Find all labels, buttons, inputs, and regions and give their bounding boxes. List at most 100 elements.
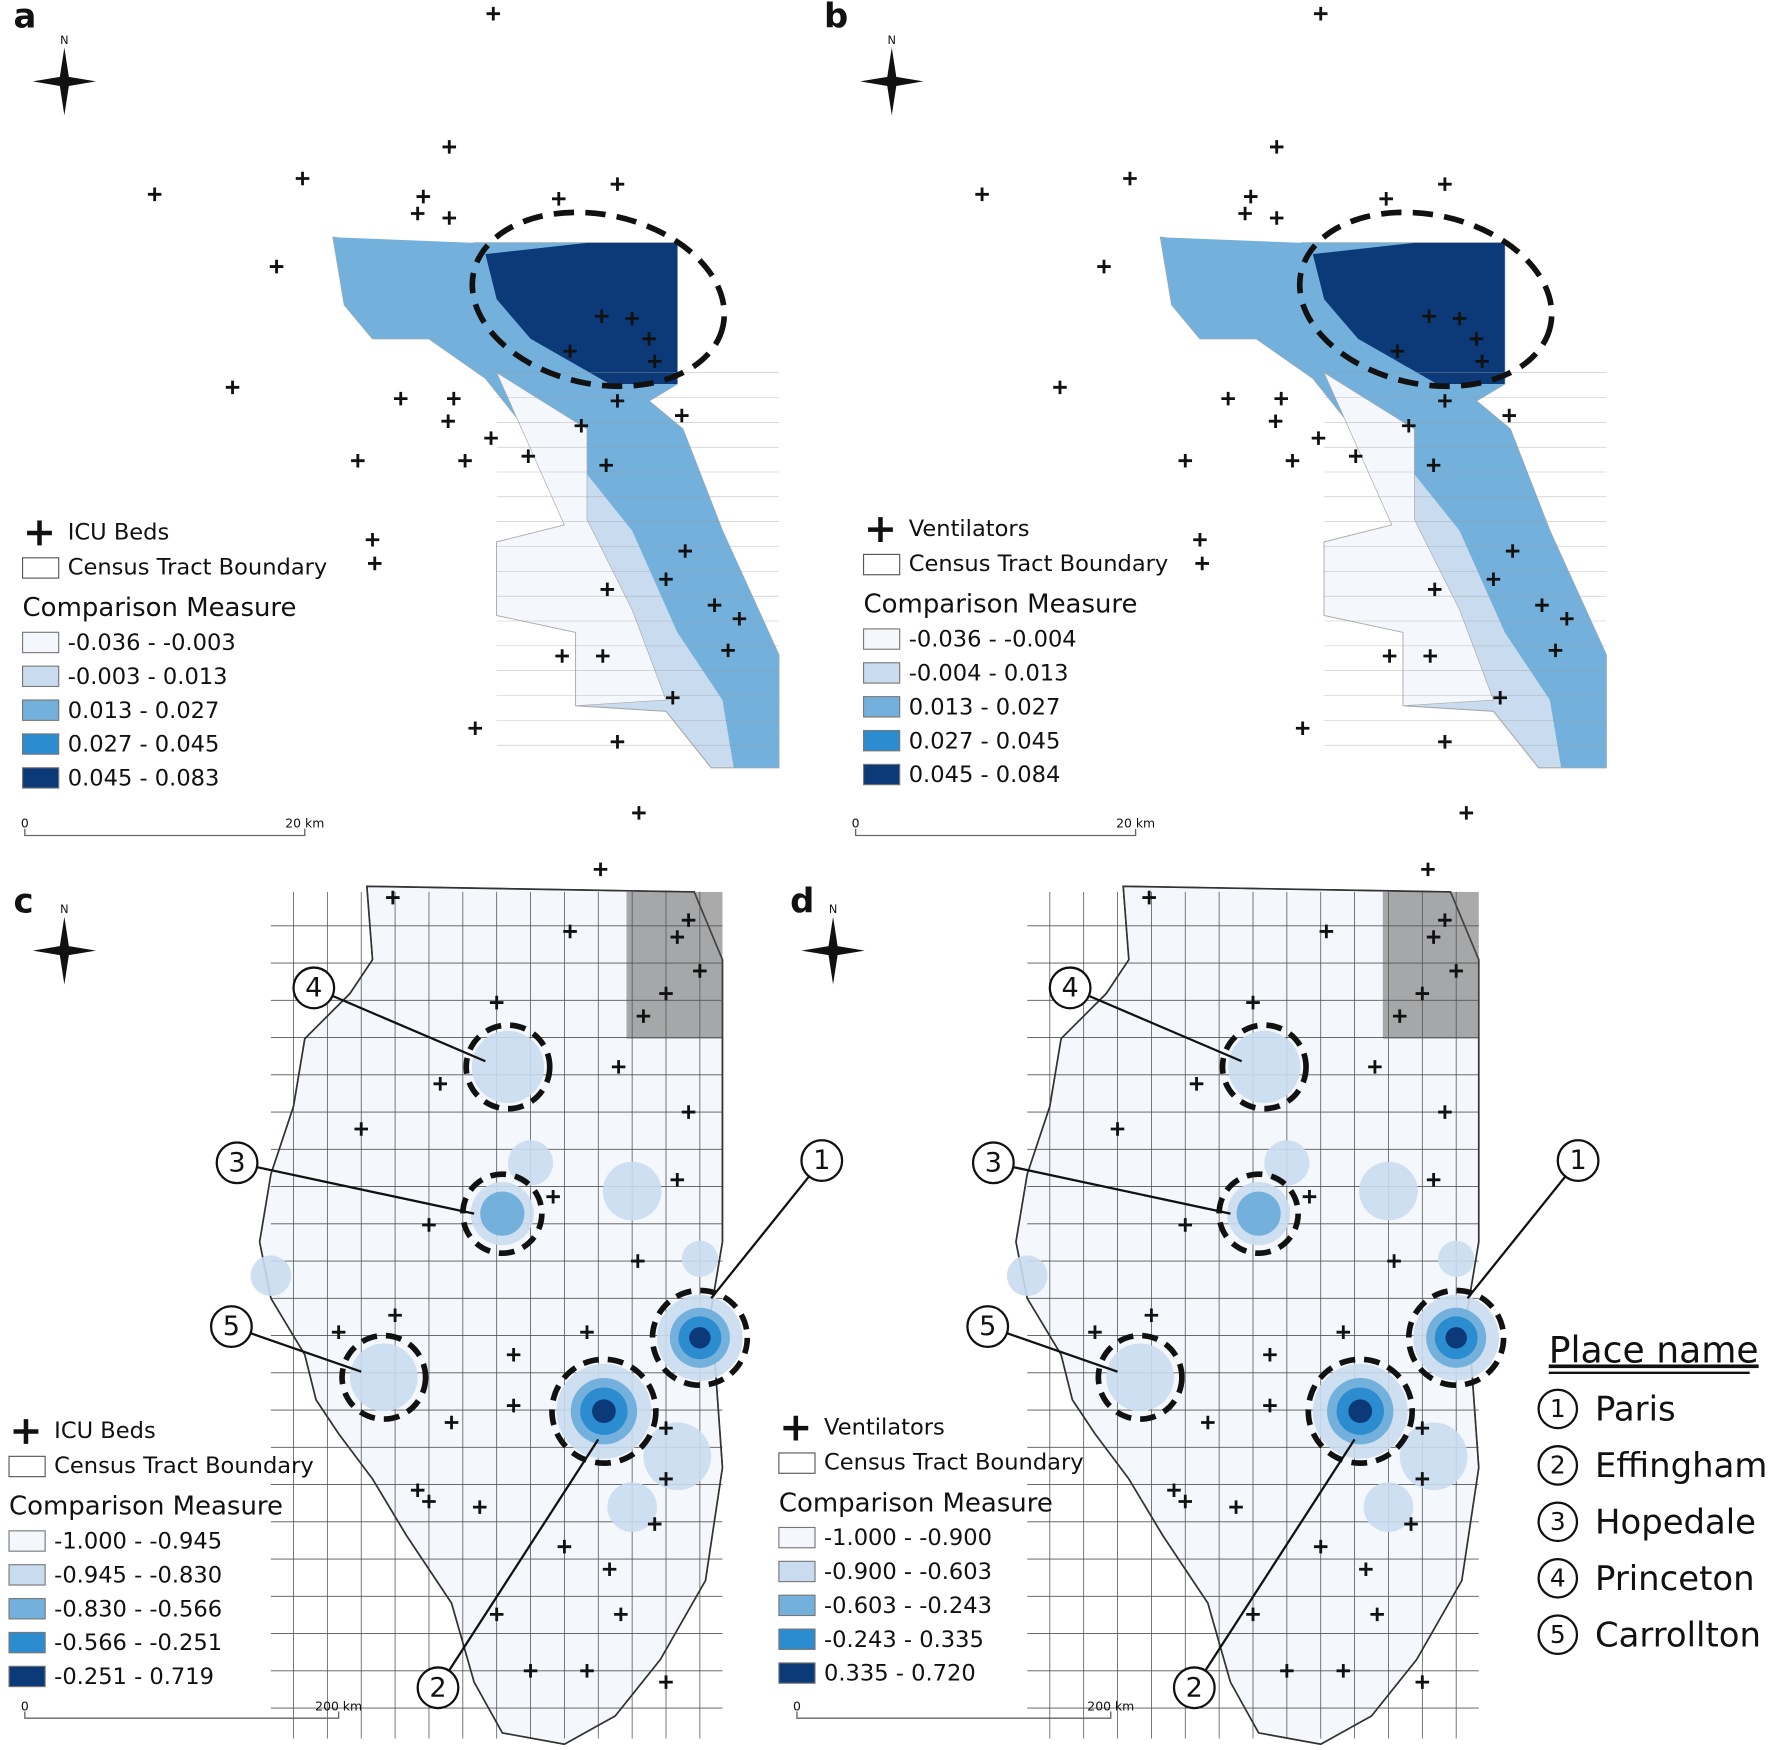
map-region: [485, 242, 678, 384]
facility-marker: [580, 1325, 594, 1339]
legend-label: Ventilators: [824, 1415, 945, 1441]
facility-marker: [1167, 1483, 1181, 1497]
legend-swatch: [862, 628, 901, 650]
legend-label: -1.000 - -0.945: [54, 1529, 222, 1555]
callout-number: 4: [1062, 973, 1079, 1004]
facility-marker: [1415, 1421, 1430, 1435]
legend-swatch: [22, 699, 60, 721]
facility-marker: [393, 391, 408, 406]
facility-marker: [659, 572, 673, 587]
facility-marker: [269, 259, 284, 274]
legend-swatch: [22, 767, 60, 789]
callout-number: 5: [223, 1311, 240, 1342]
scale-label: 0: [21, 816, 29, 831]
map-region: [480, 1191, 525, 1236]
legend-swatch: [22, 665, 60, 688]
facility-marker: [447, 391, 461, 406]
legend-label: Census Tract Boundary: [909, 551, 1169, 577]
facility-marker: [351, 453, 365, 468]
legend-swatch: [862, 662, 901, 684]
facility-marker: [1193, 532, 1207, 547]
facility-marker: [1110, 1122, 1125, 1136]
scale-label: 20 km: [285, 816, 324, 831]
highlight-circle: [549, 1356, 659, 1466]
facility-marker: [422, 1494, 436, 1509]
callout-number: 4: [305, 973, 322, 1004]
panel-label: c: [14, 882, 34, 921]
legend-label: ICU Beds: [54, 1418, 156, 1444]
facility-marker: [659, 1675, 673, 1689]
legend-label: 0.013 - 0.027: [909, 694, 1061, 720]
facility-marker: [1379, 192, 1393, 206]
map-region: [1323, 371, 1494, 707]
callout-line: [1069, 986, 1243, 1063]
facility-marker: [1246, 995, 1260, 1010]
facility-marker: [486, 6, 501, 21]
facility-marker: [1426, 458, 1441, 473]
facility-marker: [670, 1173, 685, 1187]
facility-marker: [1486, 572, 1501, 587]
place-number-badge: [1537, 1614, 1579, 1656]
facility-marker: [1459, 806, 1474, 820]
scale-bar: [854, 828, 1137, 837]
facility-marker: [1535, 598, 1549, 612]
north-arrow: [32, 47, 96, 116]
facility-marker: [388, 1308, 402, 1323]
facility-marker: [458, 453, 472, 468]
map-region: [1348, 1399, 1373, 1424]
callout-badge: [292, 966, 336, 1010]
callout-line: [437, 1438, 600, 1689]
panel-label: d: [790, 882, 814, 921]
place-number: 5: [1550, 1620, 1566, 1649]
facility-marker: [631, 1254, 645, 1268]
map-region: [1228, 1030, 1301, 1104]
scale-bar: [24, 828, 306, 837]
legend-label: 0.045 - 0.084: [909, 762, 1061, 788]
north-label: N: [829, 903, 837, 916]
highlight-circle: [1216, 1171, 1301, 1256]
legend-label: -0.900 - -0.603: [824, 1559, 992, 1585]
facility-marker: [295, 171, 310, 186]
legend-swatch: [22, 733, 60, 755]
callout-line: [987, 1325, 1118, 1373]
place-number: 3: [1550, 1507, 1566, 1536]
legend-title: Comparison Measure: [779, 1488, 1053, 1518]
facility-marker: [1449, 964, 1463, 978]
facility-marker: [331, 1325, 346, 1339]
callout-badge: [215, 1141, 259, 1185]
facility-marker: [1178, 453, 1193, 468]
map-region: [250, 1255, 292, 1297]
facility-marker: [675, 408, 689, 423]
callout-number: 2: [1186, 1672, 1203, 1703]
legend-label: -0.830 - -0.566: [54, 1596, 222, 1622]
scale-bar: [796, 1711, 1112, 1719]
facility-marker: [610, 177, 625, 191]
legend-swatch: [778, 1662, 816, 1684]
facility-marker: [551, 192, 566, 206]
legend-swatch: [778, 1594, 816, 1617]
callout-number: 3: [228, 1147, 245, 1178]
highlight-circle: [459, 1171, 545, 1256]
map-panel: b N Ventilators Census Tract Boundary Compar…: [824, 0, 1607, 877]
legend-swatch: [862, 696, 901, 718]
legend-swatch: [862, 553, 901, 576]
facility-marker: [1336, 1325, 1351, 1339]
map-region: [495, 371, 667, 707]
map-region: [1438, 1240, 1475, 1277]
facility-marker: [636, 1009, 651, 1023]
facility-marker: [367, 556, 382, 571]
place-number: 4: [1550, 1563, 1566, 1592]
legend-label: 0.027 - 0.045: [68, 732, 220, 758]
map-region: [643, 1422, 712, 1491]
legend-title: Comparison Measure: [9, 1492, 283, 1522]
place-name: Paris: [1595, 1390, 1676, 1429]
facility-marker: [1382, 649, 1397, 663]
legend-swatch: [22, 631, 60, 654]
facility-marker: [521, 449, 536, 463]
legend-swatch: [862, 763, 901, 786]
facility-marker: [472, 1500, 487, 1514]
facility-marker: [442, 211, 457, 225]
facility-marker: [610, 735, 625, 749]
callout-badge: [1172, 1666, 1216, 1710]
facility-marker: [1560, 611, 1574, 626]
